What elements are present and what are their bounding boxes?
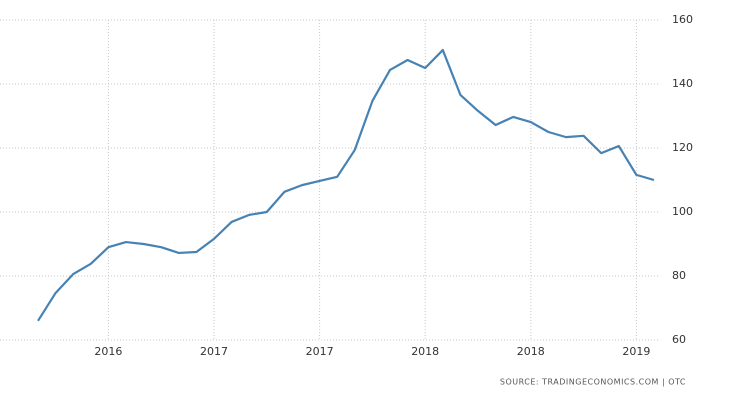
- x-tick-label: 2017: [200, 345, 228, 358]
- y-tick-label: 100: [672, 205, 693, 218]
- y-tick-label: 60: [672, 333, 686, 346]
- x-tick-label: 2019: [622, 345, 650, 358]
- x-tick-label: 2018: [411, 345, 439, 358]
- x-tick-label: 2018: [517, 345, 545, 358]
- source-note: SOURCE: TRADINGECONOMICS.COM | OTC: [500, 378, 686, 387]
- x-tick-label: 2016: [94, 345, 122, 358]
- y-tick-label: 140: [672, 77, 693, 90]
- y-tick-label: 160: [672, 13, 693, 26]
- y-tick-label: 120: [672, 141, 693, 154]
- x-tick-label: 2017: [306, 345, 334, 358]
- data-line: [37, 48, 655, 322]
- y-tick-label: 80: [672, 269, 686, 282]
